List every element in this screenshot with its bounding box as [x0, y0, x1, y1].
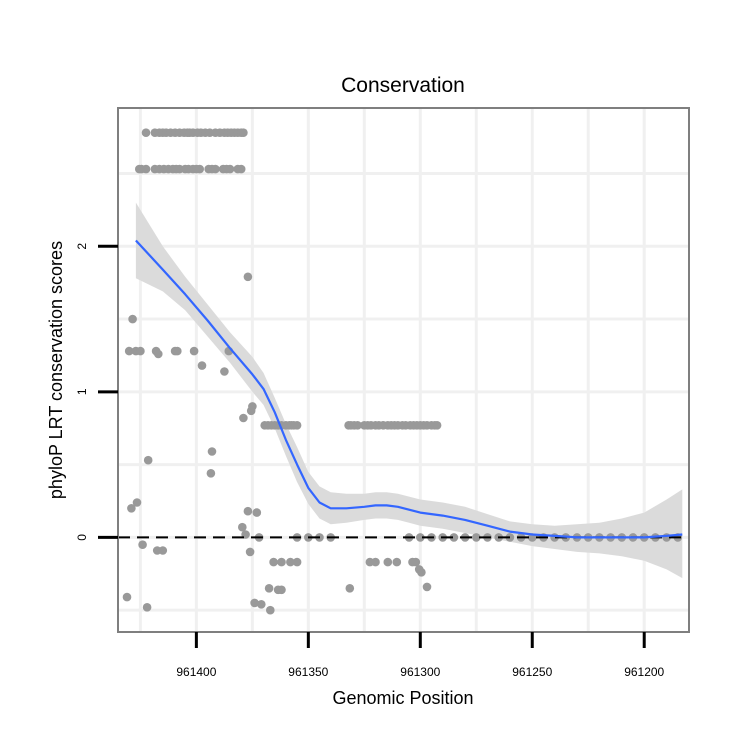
data-point [239, 413, 248, 423]
data-point [273, 585, 283, 595]
data-point [449, 533, 459, 542]
data-point [138, 540, 147, 549]
data-point [220, 367, 229, 376]
data-point [189, 346, 199, 356]
data-point [236, 164, 246, 174]
data-point [252, 508, 262, 517]
data-point [127, 504, 136, 513]
data-point [132, 498, 142, 507]
data-point [345, 584, 355, 593]
data-point [248, 402, 257, 411]
smooth-line-layer [135, 239, 683, 539]
data-point [243, 506, 253, 516]
data-point [154, 349, 163, 359]
data-point [158, 546, 168, 555]
data-point [432, 421, 442, 430]
data-point [173, 346, 182, 356]
data-point [277, 557, 286, 567]
y-tick-label: 0 [75, 534, 89, 541]
data-point [124, 346, 134, 356]
data-point [264, 584, 274, 593]
points-layer [122, 128, 683, 615]
data-point [383, 557, 393, 567]
data-point [411, 557, 421, 567]
data-point [211, 164, 220, 174]
chart-title: Conservation [341, 74, 465, 97]
data-point [292, 421, 302, 430]
data-point [257, 600, 266, 609]
data-point [422, 582, 432, 592]
y-tick-label: 2 [75, 243, 89, 250]
data-point [286, 557, 295, 567]
x-tick-label: 961300 [400, 665, 440, 679]
data-point [143, 455, 153, 465]
data-point [245, 547, 255, 557]
data-point [392, 557, 402, 567]
data-point [122, 592, 132, 602]
smooth-line [135, 239, 683, 539]
x-tick-label: 961250 [512, 665, 552, 679]
data-point [207, 447, 217, 456]
x-tick-label: 961200 [624, 665, 664, 679]
confidence-band [135, 202, 683, 579]
data-point [472, 533, 481, 542]
data-point [128, 314, 137, 324]
data-point [371, 557, 380, 567]
data-point [142, 603, 152, 612]
y-tick-label: 1 [75, 388, 89, 395]
confidence-band-layer [135, 202, 683, 579]
x-tick-label: 961400 [176, 665, 216, 679]
y-axis-label: phyloP LRT conservation scores [46, 241, 66, 499]
data-point [250, 598, 259, 608]
x-tick-label: 961350 [288, 665, 328, 679]
x-axis: 961400 961350 961300 961250 961200 [176, 632, 665, 679]
data-point [238, 522, 247, 532]
data-point [195, 164, 204, 174]
panel-border [117, 107, 690, 633]
data-point [197, 361, 207, 370]
y-axis: 0 1 2 [75, 243, 118, 541]
data-point [239, 128, 248, 137]
data-point [243, 272, 253, 282]
data-point [417, 568, 426, 577]
x-axis-label: Genomic Position [332, 688, 473, 708]
data-point [136, 346, 145, 356]
data-point [141, 164, 151, 174]
data-point [269, 557, 278, 567]
data-point [353, 421, 362, 430]
data-point [141, 128, 151, 137]
data-point [206, 469, 216, 478]
data-point [225, 164, 235, 174]
data-point [416, 533, 425, 542]
data-point [266, 605, 275, 615]
data-point [292, 557, 302, 567]
